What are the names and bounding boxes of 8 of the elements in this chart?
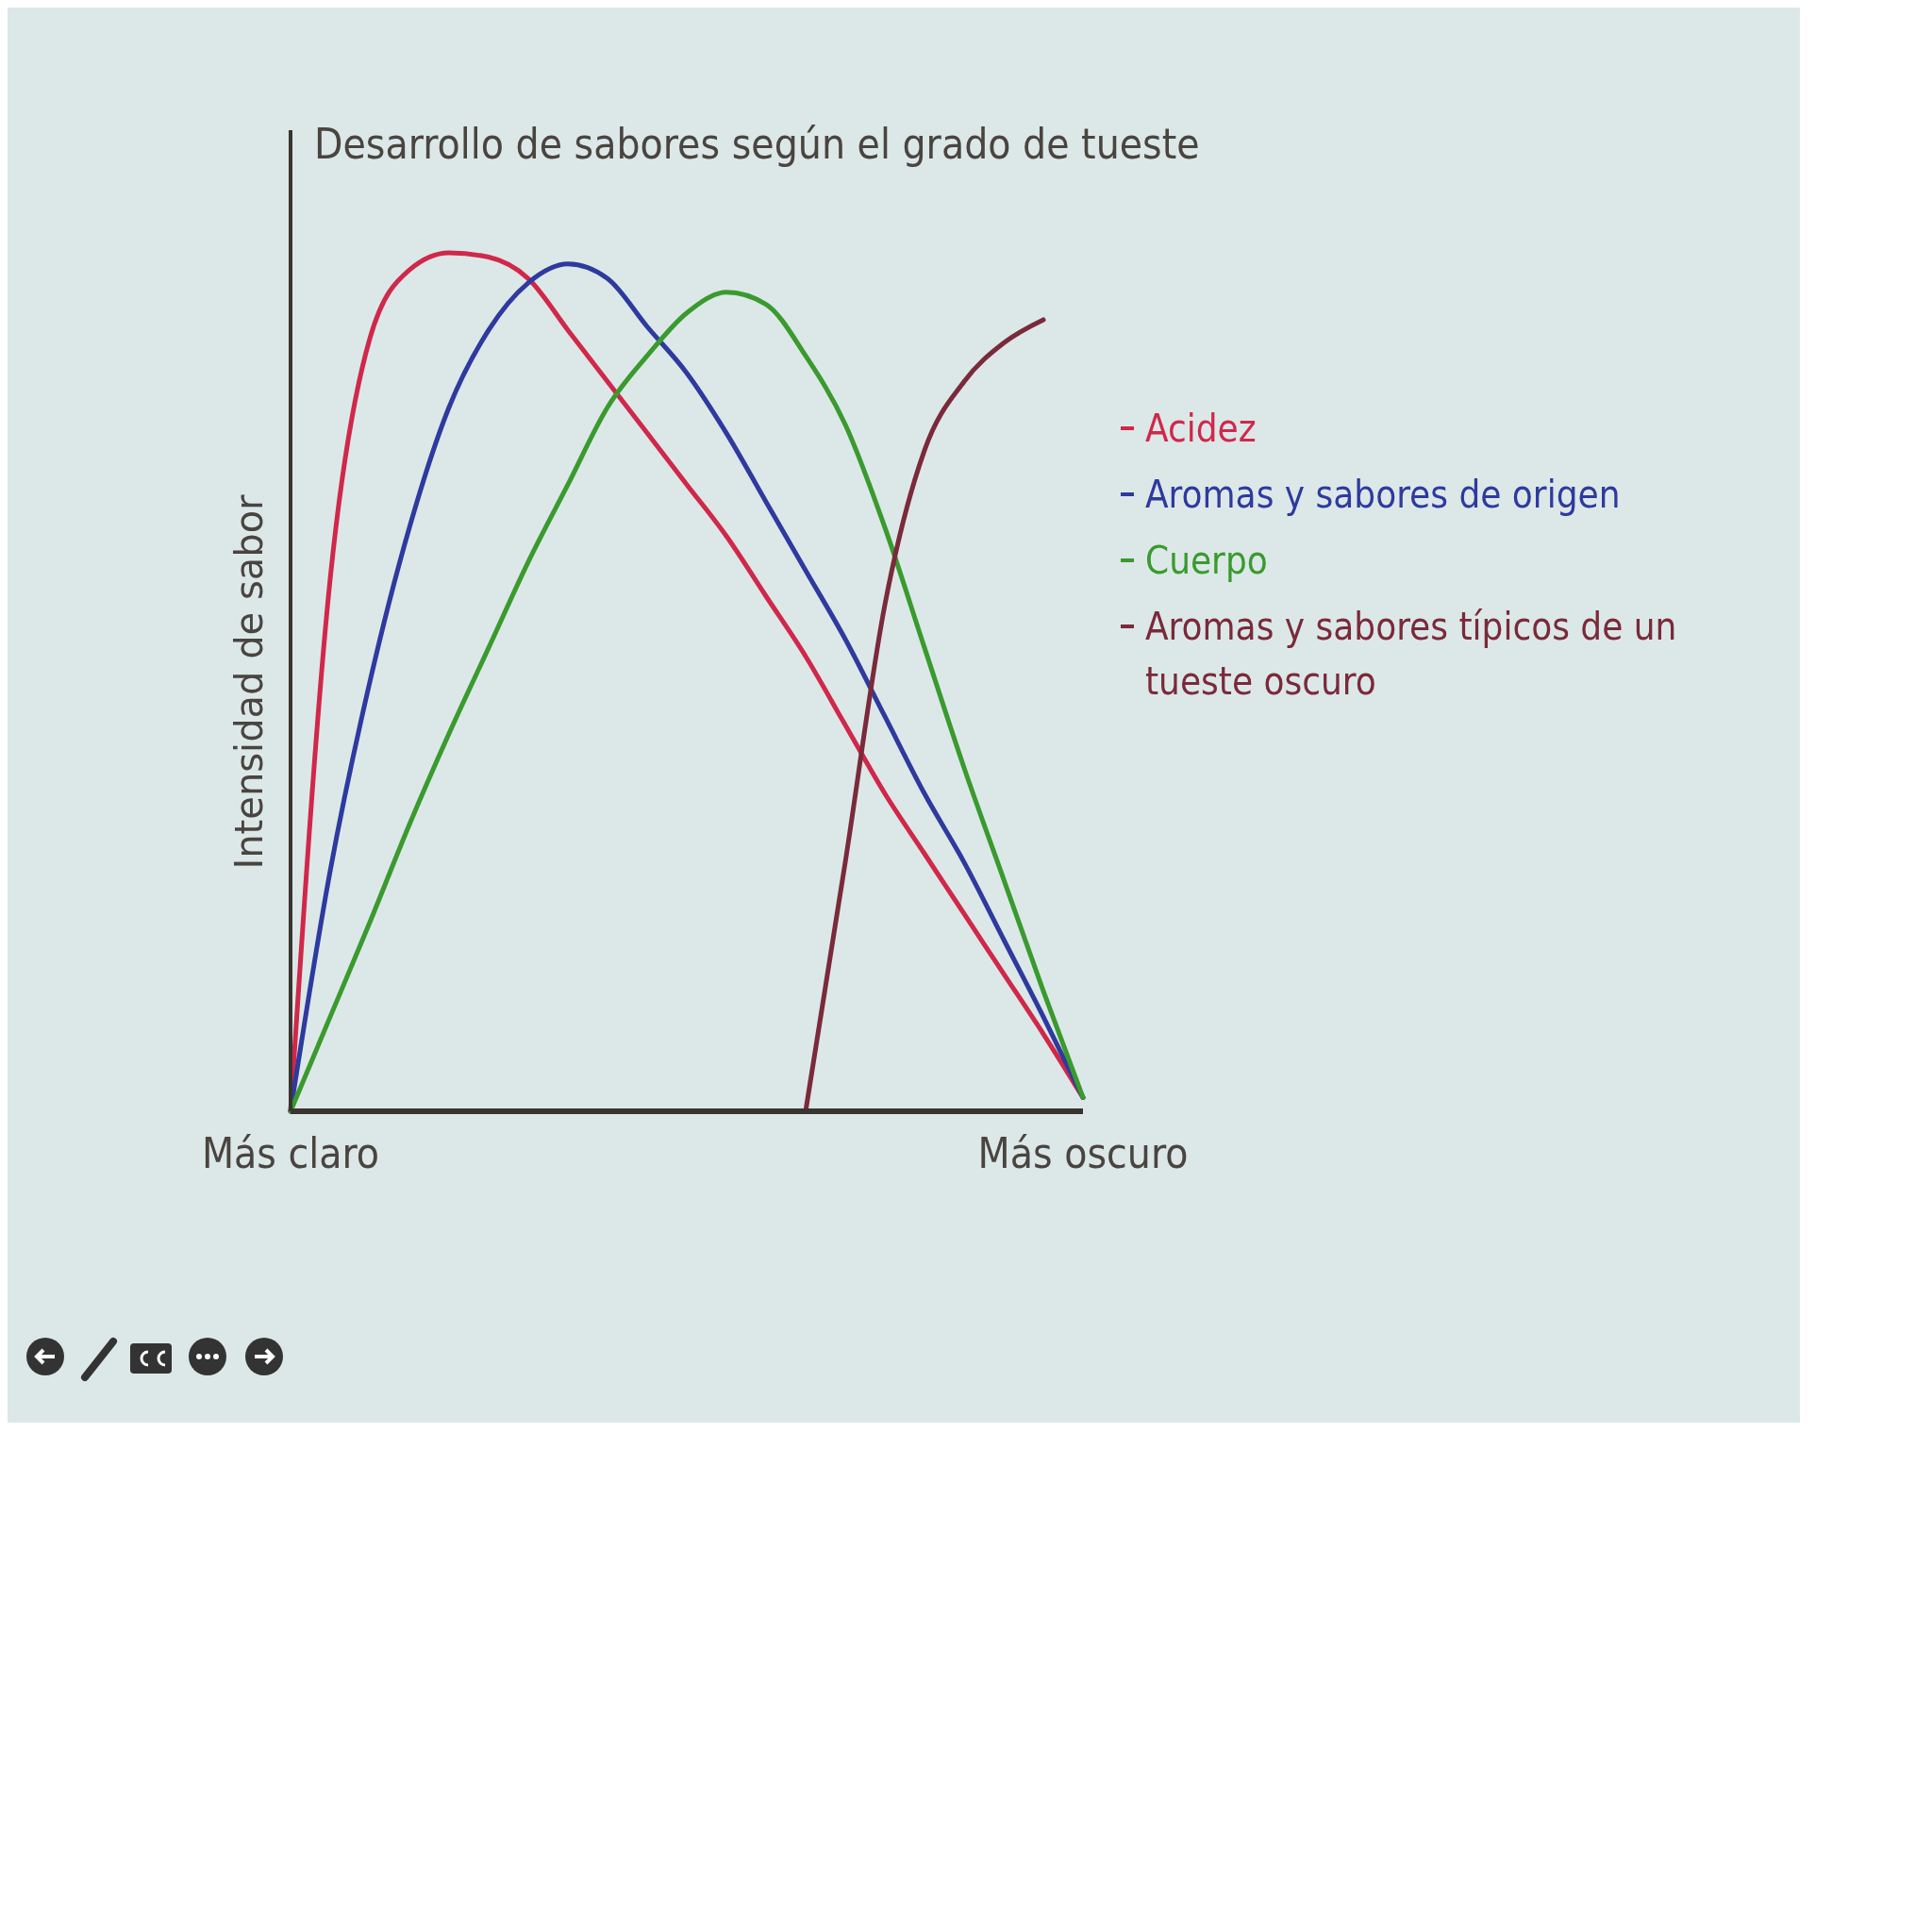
x-tick-label: Más oscuro bbox=[977, 1129, 1189, 1177]
x-tick-label: Más claro bbox=[201, 1129, 380, 1177]
legend-label: Aromas y sabores típicos de un tueste oscuro bbox=[1145, 605, 1677, 703]
y-axis-title: Intensidad de sabor bbox=[227, 493, 271, 870]
chart-title: Desarrollo de sabores según el grado de tueste bbox=[314, 120, 1200, 168]
legend-label: Cuerpo bbox=[1145, 539, 1268, 582]
legend-label: Acidez bbox=[1145, 407, 1257, 450]
legend-label: Aromas y sabores de origen bbox=[1145, 473, 1621, 516]
